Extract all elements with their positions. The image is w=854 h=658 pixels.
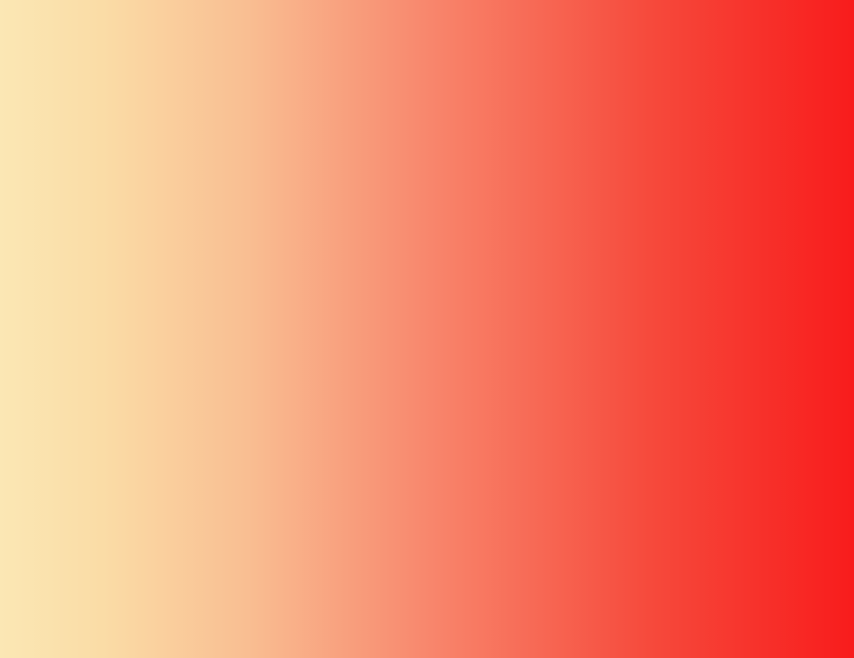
gradient-background xyxy=(0,0,854,658)
